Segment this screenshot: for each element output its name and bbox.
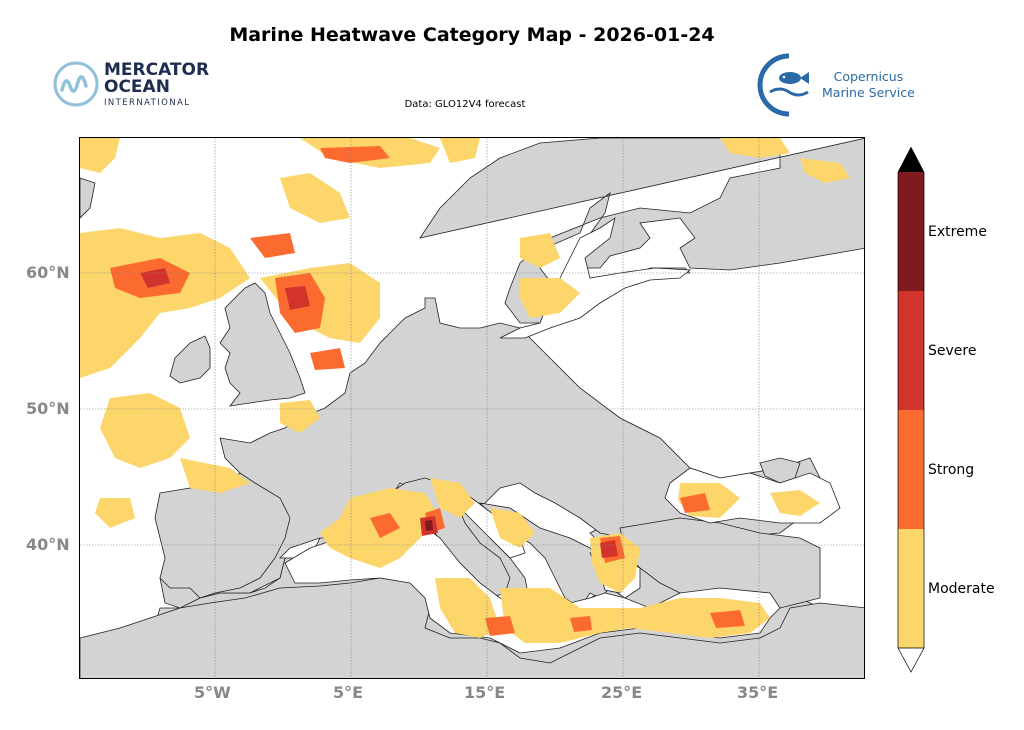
mercator-logo-text: MERCATOR OCEAN (104, 60, 210, 97)
colorbar-graphic (897, 146, 925, 673)
lon-label-15e: 15°E (464, 683, 506, 702)
heatwave-extreme-regions (425, 520, 433, 531)
mercator-ocean-logo: MERCATOR OCEAN INTERNATIONAL (52, 58, 222, 112)
legend-label-extreme: Extreme (928, 224, 987, 240)
legend-label-strong: Strong (928, 462, 975, 478)
land-iberia (154, 472, 291, 599)
mercator-logo-subtext: INTERNATIONAL (104, 98, 191, 108)
legend-label-severe: Severe (928, 343, 977, 359)
map-gridlines (80, 138, 864, 678)
lon-label-35e: 35°E (737, 683, 779, 702)
lat-label-50n: 50°N (26, 399, 70, 418)
colorbar-over-arrow (897, 146, 925, 173)
mercator-wave-icon (53, 61, 99, 107)
lon-label-25e: 25°E (601, 683, 643, 702)
lat-label-60n: 60°N (26, 263, 70, 282)
colorbar-segment-moderate (898, 529, 924, 648)
colorbar-segment-strong (898, 410, 924, 529)
lon-label-5w: 5°W (194, 683, 231, 702)
copernicus-logo-text: Copernicus Marine Service (822, 69, 915, 100)
land-far-north-edge (80, 177, 96, 219)
map-title: Marine Heatwave Category Map - 2026-01-2… (229, 24, 715, 46)
colorbar-segment-extreme (898, 172, 924, 291)
data-source-label: Data: GLO12V4 forecast (404, 99, 526, 110)
land-great-britain (219, 282, 306, 407)
lon-label-5e: 5°E (333, 683, 364, 702)
land-north-africa (80, 577, 864, 678)
category-colorbar (897, 146, 925, 673)
map-canvas (80, 138, 864, 678)
copernicus-fish-icon (757, 53, 809, 117)
legend-label-moderate: Moderate (928, 581, 995, 597)
colorbar-segment-severe (898, 291, 924, 410)
land-ireland (169, 335, 211, 384)
lat-label-40n: 40°N (26, 535, 70, 554)
heatwave-map (79, 137, 865, 679)
copernicus-marine-logo: Copernicus Marine Service (756, 52, 926, 118)
colorbar-under-arrow (897, 647, 925, 673)
